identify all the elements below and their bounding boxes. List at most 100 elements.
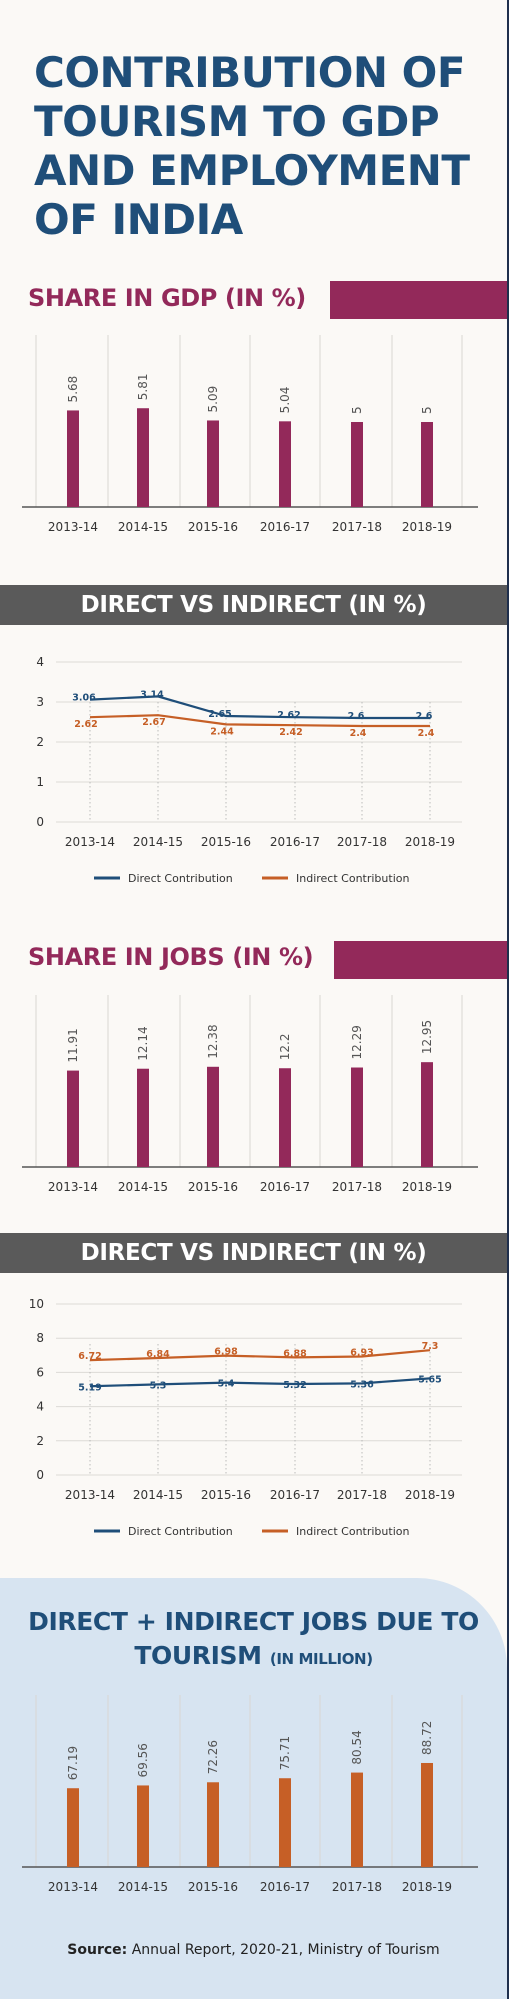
- gdp-share-x-tick-label: 2018-19: [402, 520, 452, 534]
- jobs-share-x-tick-label: 2013-14: [48, 1180, 98, 1194]
- source-text: Annual Report, 2020-21, Ministry of Tour…: [131, 1942, 440, 1958]
- jobs-total-value-label: 88.72: [420, 1721, 434, 1755]
- gdp-line-data-label: 2.67: [142, 717, 165, 728]
- jobs-total-x-tick-label: 2018-19: [402, 1880, 452, 1894]
- gdp-line-data-label: 2.6: [348, 711, 365, 722]
- jobs-line-data-label: 5.32: [283, 1380, 306, 1391]
- jobs-share-heading: SHARE IN JOBS (IN %): [28, 943, 314, 971]
- jobs-total-value-label: 72.26: [206, 1740, 220, 1774]
- jobs-line-data-label: 5.19: [78, 1382, 101, 1393]
- jobs-line-data-label: 5.65: [418, 1374, 441, 1385]
- gdp-line-data-label: 2.4: [418, 728, 435, 739]
- jobs-total-svg: 67.19 2013-14 69.56 2014-15 72.26 2015-16 75.7…: [22, 1695, 478, 1894]
- gdp-line-data-label: 3.14: [140, 689, 164, 700]
- jobs-share-value-label: 12.29: [350, 1025, 364, 1059]
- jobs-total-chart: 67.19 2013-14 69.56 2014-15 72.26 2015-16 75.7…: [0, 1695, 507, 1910]
- gdp-line-data-label: 3.06: [72, 693, 96, 704]
- gdp-share-bar: [279, 421, 291, 507]
- jobs-line-series-direct-line: [89, 1377, 431, 1388]
- jobs-share-value-label: 12.2: [278, 1034, 292, 1061]
- jobs-line-y-tick-label: 6: [36, 1365, 44, 1379]
- gdp-line-y-tick-label: 1: [36, 775, 44, 789]
- jobs-total-bar: [207, 1782, 219, 1867]
- gdp-line-data-label: 2.44: [210, 726, 234, 737]
- jobs-line-data-label: 6.88: [283, 1348, 307, 1359]
- jobs-line-x-tick-label: 2018-19: [405, 1488, 455, 1502]
- gdp-direct-indirect-svg: 0 1 2 3 4 3.06 3.14 2.65 2.62 2.6 2.6 2.62 2.67 2.44 2…: [36, 655, 462, 885]
- jobs-line-data-label: 6.84: [146, 1349, 170, 1360]
- jobs-direct-indirect-heading: DIRECT VS INDIRECT (IN %): [0, 1233, 507, 1273]
- jobs-share-svg: 11.91 2013-14 12.14 2014-15 12.38 2015-16 12.2…: [22, 995, 478, 1194]
- jobs-total-bar: [421, 1762, 433, 1867]
- gdp-line-data-label: 2.6: [416, 711, 433, 722]
- jobs-share-value-label: 12.14: [136, 1026, 150, 1060]
- gdp-share-heading: SHARE IN GDP (IN %): [28, 284, 306, 312]
- gdp-line-x-tick-label: 2016-17: [270, 835, 320, 849]
- gdp-share-value-label: 5: [420, 406, 434, 414]
- jobs-share-chart: 11.91 2013-14 12.14 2014-15 12.38 2015-16 12.2…: [0, 995, 507, 1210]
- jobs-total-bar: [67, 1788, 79, 1867]
- gdp-share-value-label: 5: [350, 406, 364, 414]
- jobs-line-data-label: 5.36: [350, 1379, 374, 1390]
- gdp-line-x-tick-label: 2014-15: [133, 835, 183, 849]
- right-edge-rule: [507, 0, 509, 1999]
- jobs-share-x-tick-label: 2017-18: [332, 1180, 382, 1194]
- gdp-direct-indirect-heading: DIRECT VS INDIRECT (IN %): [0, 585, 507, 625]
- gdp-line-y-tick-label: 4: [36, 655, 44, 669]
- gdp-line-x-tick-label: 2013-14: [65, 835, 115, 849]
- jobs-line-data-label: 6.93: [350, 1347, 373, 1358]
- gdp-line-x-tick-label: 2018-19: [405, 835, 455, 849]
- jobs-line-x-tick-label: 2015-16: [201, 1488, 251, 1502]
- gdp-line-x-tick-label: 2015-16: [201, 835, 251, 849]
- gdp-share-x-tick-label: 2013-14: [48, 520, 98, 534]
- jobs-share-bar: [67, 1070, 79, 1167]
- gdp-share-svg: 5.68 2013-14 5.81 2014-15 5.09 2015-16 5.04 201…: [22, 335, 478, 534]
- jobs-line-data-label: 7.3: [422, 1341, 439, 1352]
- gdp-share-bar: [351, 422, 363, 507]
- jobs-line-x-tick-label: 2016-17: [270, 1488, 320, 1502]
- jobs-share-bar: [207, 1066, 219, 1167]
- gdp-line-x-tick-label: 2017-18: [337, 835, 387, 849]
- source-label: Source:: [67, 1942, 128, 1958]
- gdp-share-bar: [137, 408, 149, 507]
- gdp-direct-indirect-chart: 0 1 2 3 4 3.06 3.14 2.65 2.62 2.6 2.6 2.62 2.67 2.44 2…: [0, 648, 507, 898]
- gdp-share-x-tick-label: 2017-18: [332, 520, 382, 534]
- gdp-line-y-tick-label: 3: [36, 695, 44, 709]
- jobs-line-series-indirect-line: [89, 1349, 431, 1362]
- gdp-share-x-tick-label: 2014-15: [118, 520, 168, 534]
- jobs-line-y-tick-label: 4: [36, 1400, 44, 1414]
- gdp-line-data-label: 2.42: [279, 727, 302, 738]
- page-title: CONTRIBUTION OF TOURISM TO GDP AND EMPLO…: [34, 48, 470, 244]
- jobs-share-x-tick-label: 2014-15: [118, 1180, 168, 1194]
- gdp-share-x-tick-label: 2016-17: [260, 520, 310, 534]
- gdp-share-heading-bar: [330, 281, 507, 319]
- jobs-total-value-label: 67.19: [66, 1746, 80, 1780]
- gdp-share-chart: 5.68 2013-14 5.81 2014-15 5.09 2015-16 5.04 201…: [0, 335, 507, 550]
- jobs-line-legend-indirect-label: Indirect Contribution: [296, 1525, 409, 1538]
- jobs-share-value-label: 11.91: [66, 1028, 80, 1062]
- gdp-line-y-tick-label: 2: [36, 735, 44, 749]
- gdp-line-legend-indirect-label: Indirect Contribution: [296, 872, 409, 885]
- jobs-line-x-tick-label: 2017-18: [337, 1488, 387, 1502]
- jobs-line-data-label: 5.4: [218, 1379, 235, 1390]
- jobs-line-x-tick-label: 2014-15: [133, 1488, 183, 1502]
- gdp-line-y-tick-label: 0: [36, 815, 44, 829]
- jobs-direct-indirect-svg: 0 2 4 6 8 10 5.19 5.3 5.4 5.32 5.36 5.65 6.72 6.84 6.9…: [29, 1297, 462, 1538]
- jobs-line-data-label: 6.98: [214, 1347, 238, 1358]
- jobs-total-heading-unit: (IN MILLION): [269, 1650, 373, 1668]
- gdp-line-data-label: 2.65: [208, 709, 231, 720]
- gdp-line-series-indirect-line: [89, 714, 430, 728]
- gdp-share-bar: [207, 420, 219, 507]
- gdp-line-series-direct-line: [89, 695, 430, 720]
- jobs-total-x-tick-label: 2016-17: [260, 1880, 310, 1894]
- jobs-share-x-tick-label: 2015-16: [188, 1180, 238, 1194]
- jobs-share-x-tick-label: 2016-17: [260, 1180, 310, 1194]
- gdp-share-value-label: 5.81: [136, 374, 150, 401]
- jobs-total-value-label: 75.71: [278, 1736, 292, 1770]
- gdp-share-bar: [421, 422, 433, 507]
- jobs-total-x-tick-label: 2017-18: [332, 1880, 382, 1894]
- jobs-total-bar: [137, 1785, 149, 1867]
- jobs-total-bar: [279, 1778, 291, 1867]
- jobs-share-heading-bar: [334, 941, 507, 979]
- jobs-line-y-tick-label: 8: [36, 1331, 44, 1345]
